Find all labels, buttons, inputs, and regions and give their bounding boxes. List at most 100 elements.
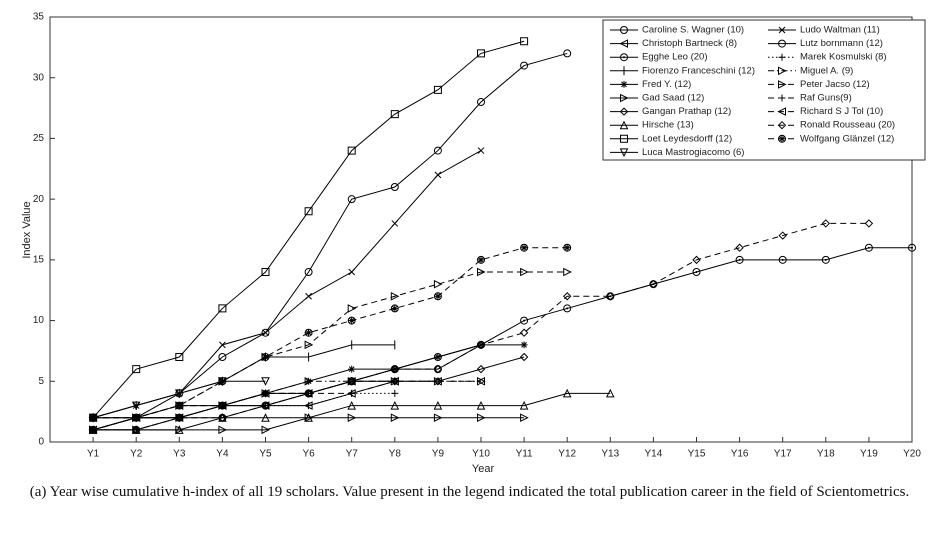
marker: [563, 49, 572, 58]
marker: [174, 425, 184, 434]
marker: [520, 267, 529, 277]
marker: [433, 364, 443, 374]
marker: [606, 292, 615, 301]
marker: [347, 400, 357, 410]
x-tick-label: Y3: [173, 449, 186, 460]
marker: [261, 401, 270, 410]
legend-label: Gad Saad (12): [642, 93, 704, 104]
x-tick-label: Y4: [216, 449, 229, 460]
marker: [778, 66, 787, 76]
marker-dot: [623, 56, 625, 59]
marker: [434, 171, 442, 179]
x-tick-label: Y5: [259, 449, 272, 460]
marker: [433, 279, 443, 289]
marker: [348, 389, 356, 397]
marker: [218, 413, 227, 422]
x-tick-label: Y17: [774, 449, 792, 460]
y-tick-label: 20: [33, 194, 45, 205]
x-tick-label: Y2: [130, 449, 143, 460]
marker: [477, 147, 485, 154]
x-tick-label: Y16: [731, 449, 749, 460]
x-tick-label: Y12: [558, 449, 576, 460]
x-tick-label: Y15: [688, 449, 706, 460]
marker: [864, 243, 873, 252]
marker: [348, 365, 356, 373]
x-tick-label: Y7: [346, 449, 359, 460]
marker: [562, 292, 572, 301]
marker: [562, 388, 572, 398]
y-tick-label: 5: [38, 376, 44, 387]
legend-label: Lutz bornmann (12): [800, 38, 883, 49]
marker: [347, 413, 357, 423]
marker: [175, 389, 184, 398]
marker: [304, 413, 313, 422]
legend-label: Hirsche (13): [642, 120, 694, 131]
marker: [131, 425, 141, 435]
legend-label: Marek Kosmulski (8): [800, 52, 887, 63]
legend-label: Fred Y. (12): [642, 79, 691, 90]
marker: [821, 255, 830, 264]
series-line: [92, 150, 482, 419]
legend-label: Luca Mastrogiacomo (6): [642, 147, 744, 158]
marker: [390, 377, 400, 386]
marker: [305, 292, 312, 300]
x-axis-label: Year: [472, 463, 495, 475]
marker: [175, 413, 184, 422]
marker: [347, 377, 356, 386]
y-tick-label: 15: [33, 254, 45, 265]
marker-dot: [867, 246, 870, 249]
y-tick-label: 30: [33, 72, 45, 83]
marker-dot: [824, 258, 827, 261]
marker: [433, 377, 443, 386]
legend-box: [602, 19, 926, 161]
marker-dot: [781, 258, 784, 261]
y-tick-label: 10: [33, 315, 45, 326]
marker: [778, 39, 786, 48]
marker: [735, 255, 744, 264]
legend-label: Fiorenzo Franceschini (12): [642, 65, 755, 76]
series-line: [93, 392, 611, 431]
legend-label: Egghe Leo (20): [642, 52, 708, 63]
marker: [261, 377, 270, 386]
series-line: [92, 247, 912, 431]
marker: [619, 39, 628, 48]
marker: [619, 120, 629, 130]
marker: [778, 231, 787, 240]
marker: [908, 243, 916, 252]
x-tick-label: Y13: [601, 449, 619, 460]
marker: [433, 413, 443, 423]
marker: [477, 413, 486, 423]
series-line: [93, 392, 395, 431]
marker-dot: [523, 319, 526, 322]
marker: [520, 316, 529, 325]
marker: [520, 37, 529, 46]
marker: [175, 401, 184, 410]
marker: [520, 61, 529, 70]
marker: [304, 376, 314, 386]
marker: [390, 413, 400, 423]
marker: [219, 341, 226, 349]
legend-label: Christoph Bartneck (8): [642, 38, 737, 49]
marker: [347, 304, 357, 313]
marker: [391, 220, 399, 227]
marker: [777, 120, 787, 130]
x-tick-label: Y8: [389, 449, 402, 460]
marker-dot: [566, 307, 569, 310]
legend-label: Loet Leydesdorff (12): [642, 133, 732, 144]
legend-label: Wolfgang Glänzel (12): [800, 133, 894, 144]
legend-label: Ronald Rousseau (20): [800, 120, 895, 131]
marker: [261, 353, 270, 361]
marker: [304, 268, 313, 276]
y-tick-label: 0: [38, 437, 44, 448]
marker: [261, 413, 270, 422]
marker: [261, 328, 270, 337]
marker: [390, 364, 400, 374]
marker: [620, 53, 628, 62]
marker: [476, 364, 486, 374]
marker: [305, 402, 313, 410]
legend-label: Ludo Waltman (11): [800, 25, 880, 36]
series-line: [93, 222, 869, 431]
marker: [778, 255, 787, 264]
marker: [620, 26, 628, 34]
marker: [305, 377, 313, 385]
